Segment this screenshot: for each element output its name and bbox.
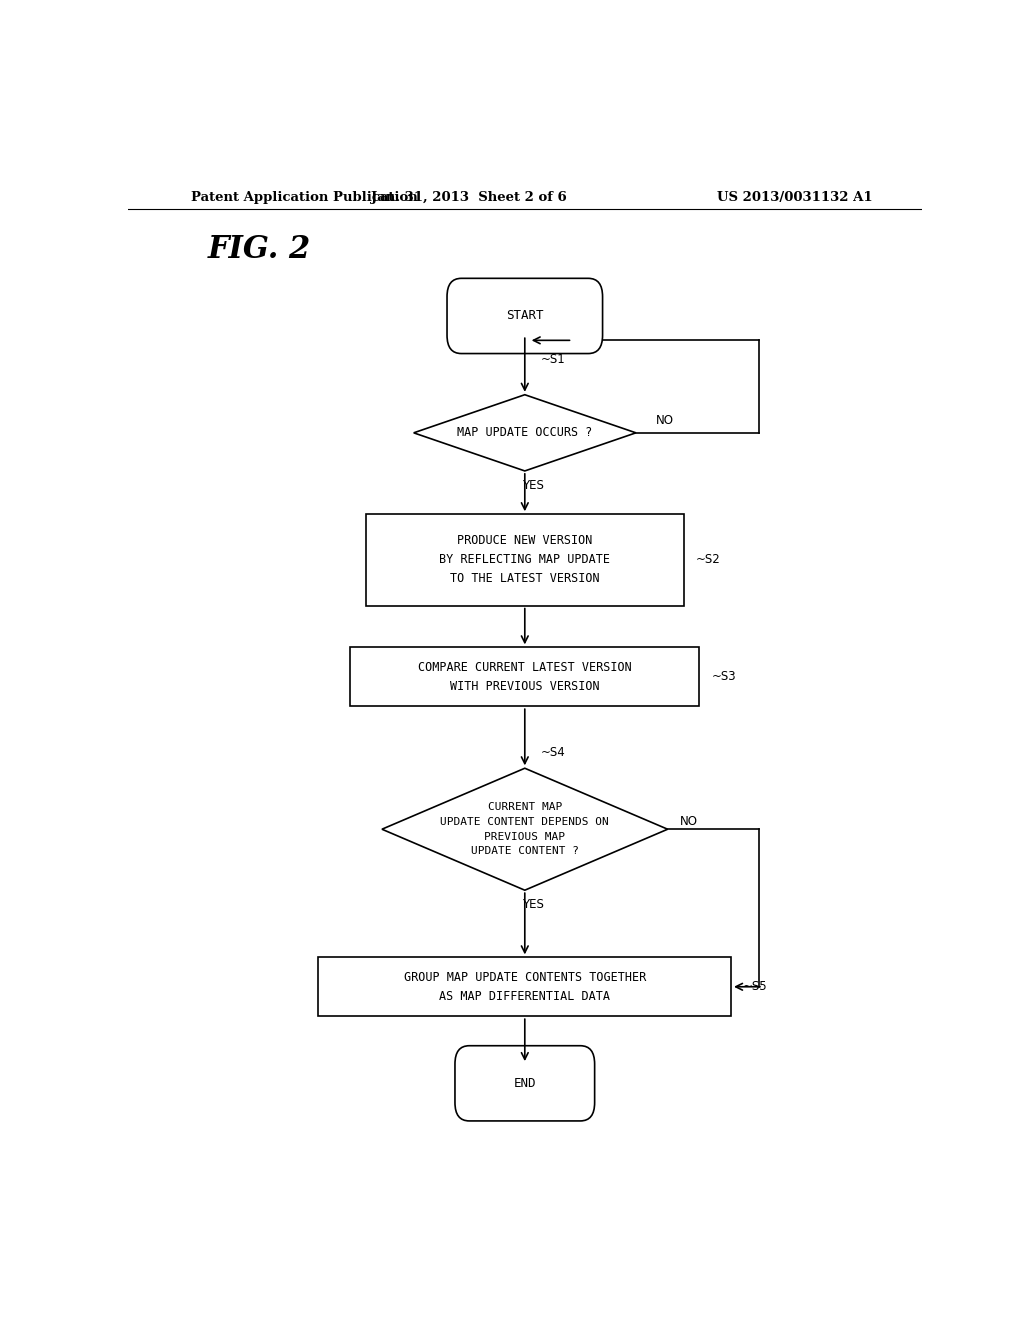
Bar bbox=[367, 515, 684, 606]
Text: PRODUCE NEW VERSION
BY REFLECTING MAP UPDATE
TO THE LATEST VERSION: PRODUCE NEW VERSION BY REFLECTING MAP UP… bbox=[439, 535, 610, 585]
Text: Patent Application Publication: Patent Application Publication bbox=[191, 190, 418, 203]
Text: CURRENT MAP
UPDATE CONTENT DEPENDS ON
PREVIOUS MAP
UPDATE CONTENT ?: CURRENT MAP UPDATE CONTENT DEPENDS ON PR… bbox=[440, 803, 609, 857]
Text: ~S3: ~S3 bbox=[712, 671, 736, 684]
Text: ~S5: ~S5 bbox=[743, 981, 768, 993]
Text: US 2013/0031132 A1: US 2013/0031132 A1 bbox=[717, 190, 872, 203]
Text: MAP UPDATE OCCURS ?: MAP UPDATE OCCURS ? bbox=[457, 426, 593, 440]
Polygon shape bbox=[414, 395, 636, 471]
Text: FIG. 2: FIG. 2 bbox=[207, 235, 310, 265]
Text: YES: YES bbox=[522, 479, 544, 491]
Text: Jan. 31, 2013  Sheet 2 of 6: Jan. 31, 2013 Sheet 2 of 6 bbox=[372, 190, 567, 203]
Text: GROUP MAP UPDATE CONTENTS TOGETHER
AS MAP DIFFERENTIAL DATA: GROUP MAP UPDATE CONTENTS TOGETHER AS MA… bbox=[403, 970, 646, 1003]
Text: END: END bbox=[514, 1077, 536, 1090]
Text: ~S1: ~S1 bbox=[541, 354, 565, 367]
Text: ~S4: ~S4 bbox=[541, 747, 565, 759]
FancyBboxPatch shape bbox=[455, 1045, 595, 1121]
Polygon shape bbox=[382, 768, 668, 890]
Text: YES: YES bbox=[522, 898, 544, 911]
FancyBboxPatch shape bbox=[447, 279, 602, 354]
Text: NO: NO bbox=[680, 814, 697, 828]
Text: START: START bbox=[506, 309, 544, 322]
Bar bbox=[318, 957, 731, 1016]
Text: ~S2: ~S2 bbox=[695, 553, 720, 566]
Text: NO: NO bbox=[655, 414, 674, 428]
Bar bbox=[350, 647, 699, 706]
Text: COMPARE CURRENT LATEST VERSION
WITH PREVIOUS VERSION: COMPARE CURRENT LATEST VERSION WITH PREV… bbox=[418, 661, 632, 693]
